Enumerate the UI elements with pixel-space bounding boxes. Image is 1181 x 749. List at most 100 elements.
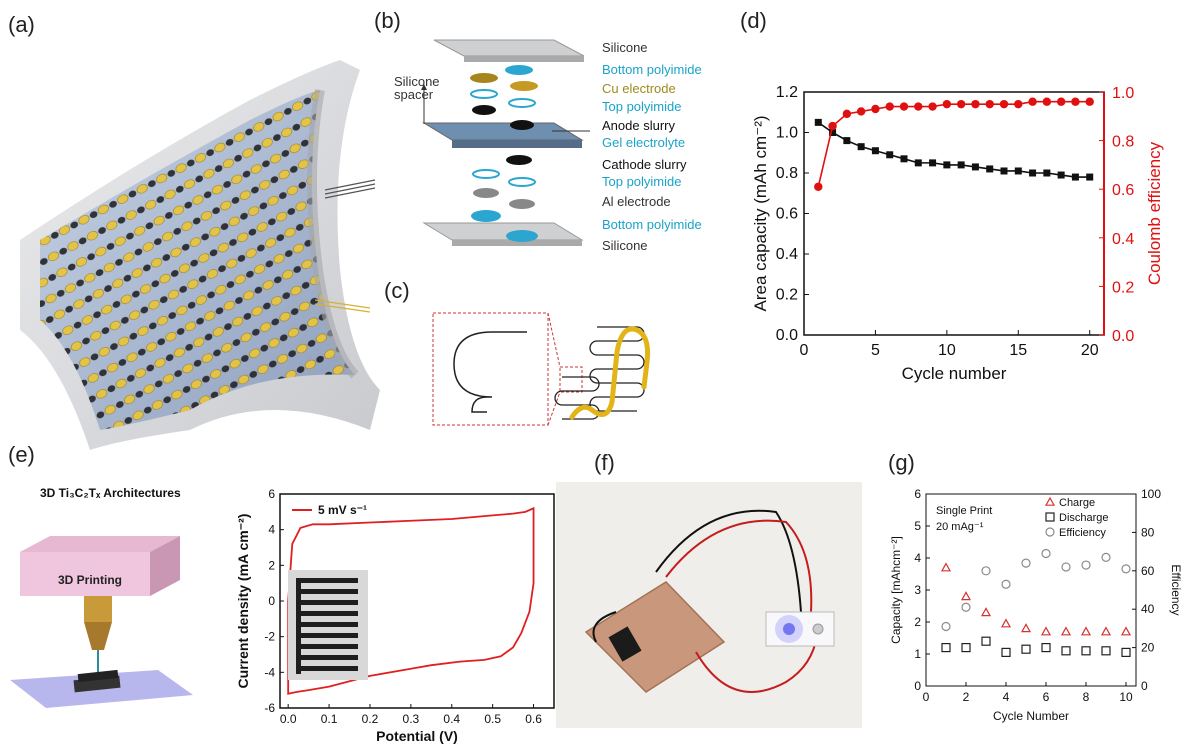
d-point-0-12 [986,165,994,173]
g-annotation-line2: 20 mAg⁻¹ [936,521,984,533]
g-y-tick-label: 3 [914,583,921,597]
d-point-1-7 [914,102,923,111]
panel-label-f: (f) [594,450,615,475]
e-y-tick-label: 6 [268,487,275,501]
g-point-1-8 [1101,646,1111,656]
g-y-tick-label: 5 [914,519,921,533]
g-x-tick-label: 6 [1043,690,1050,704]
e-inset-finger [296,644,358,649]
g-point-0-1 [960,591,972,601]
g-point-0-2 [980,607,992,617]
d-y-tick-label: 0.2 [776,287,798,304]
d-y-tick-label: 1.0 [776,125,798,142]
d-point-0-9 [943,161,951,169]
d-y2-tick-label: 1.0 [1112,85,1134,102]
g-legend-marker-2 [1045,527,1055,537]
d-point-1-17 [1056,97,1066,106]
g-y-tick-label: 6 [914,487,921,501]
d-y2-axis-label: Coulomb efficiency [1145,141,1164,285]
e-x-axis-label: Potential (V) [376,728,458,744]
e-y-axis-label: Current density (mA cm⁻²) [235,514,251,689]
g-point-0-8 [1100,626,1112,636]
stack-label-cathode-slurry: Cathode slurry [602,157,687,172]
d-point-0-16 [1043,169,1051,177]
stack-label-top-polyimide: Top polyimide [602,99,682,114]
d-point-0-6 [900,155,908,163]
d-y-tick-label: 0.0 [776,327,798,344]
g-y-tick-label: 4 [914,551,921,565]
g-legend-label-2: Efficiency [1059,527,1106,539]
d-point-0-15 [1029,169,1037,177]
g-point-1-7 [1081,646,1091,656]
e-x-tick-label: 0.6 [525,712,542,726]
g-point-0-5 [1040,626,1052,636]
d-point-0-2 [843,137,851,145]
g-point-0-4 [1020,623,1032,633]
d-y2-tick-label: 0.4 [1112,231,1134,248]
g-y-tick-label: 2 [914,615,921,629]
d-point-1-1 [828,121,837,131]
g-y-tick-label: 1 [914,647,921,661]
stack-label-silicone-top: Silicone [602,40,648,55]
d-point-1-5 [885,102,894,111]
d-y2-tick-label: 0.8 [1112,134,1134,151]
d-plot-frame [803,91,1105,336]
d-point-0-11 [971,163,979,171]
g-y2-tick-label: 0 [1141,679,1148,693]
stack-label-al-electrode: Al electrode [602,194,671,209]
d-point-0-4 [871,147,879,155]
e-y-tick-label: -2 [264,630,275,644]
device-photo-drawing [556,482,862,728]
d-point-0-0 [814,118,822,126]
e-x-tick-label: 0.2 [362,712,379,726]
g-x-tick-label: 2 [963,690,970,704]
g-point-1-4 [1021,644,1031,654]
spacer-label: Silicone spacer [394,75,440,101]
g-point-1-3 [1001,647,1011,657]
chart-e: 0.0 0.1 0.2 0.3 0.4 0.5 0.6 -6 -4 -2 0 2 4 6 Potential… [235,487,555,744]
g-point-0-9 [1120,626,1132,636]
g-point-2-1 [961,602,971,612]
g-y-tick-label: 0 [914,679,921,693]
spacer-label-line2: spacer [394,87,434,102]
g-point-1-0 [941,643,951,653]
e-inset-bus [296,578,301,674]
e-y-tick-label: -6 [264,701,275,715]
d-point-1-3 [856,107,866,116]
stack-label-bottom-polyimide: Bottom polyimide [602,62,702,77]
g-x-tick-label: 0 [923,690,930,704]
chart-d: 0 5 10 15 20 0.0 0.2 0.4 0.6 0.8 1.0 1.2 0.0 0.2 0.4 0.… [751,84,1164,383]
g-legend-label-0: Charge [1059,497,1095,509]
e-inset-photo [288,570,368,680]
e-x-tick-label: 0.4 [443,712,460,726]
e-inset-finger [296,611,358,616]
g-point-2-0 [941,621,951,632]
panel-label-g: (g) [888,450,915,475]
d-point-1-16 [1042,97,1052,106]
g-point-0-7 [1080,626,1092,636]
serpentine-interconnect-diagram [432,312,650,426]
d-point-1-4 [871,104,880,114]
d-point-0-5 [886,151,894,159]
g-y2-tick-label: 80 [1141,525,1155,539]
d-y2-tick-label: 0.6 [1112,182,1134,199]
e-inset-finger [296,633,358,638]
d-point-1-18 [1071,97,1080,106]
d-point-0-17 [1057,171,1065,179]
d-point-0-3 [857,143,865,151]
d-point-1-0 [814,182,823,191]
g-point-2-3 [1001,579,1011,589]
g-x-axis-label: Cycle Number [993,709,1069,723]
d-point-1-19 [1085,97,1094,106]
d-x-tick-label: 20 [1081,342,1099,359]
g-point-0-3 [1000,618,1012,628]
stack-label-gel-electrolyte: Gel electrolyte [602,135,686,150]
e-inset-finger [296,666,358,671]
d-x-tick-label: 5 [871,342,880,359]
g-point-2-7 [1081,560,1091,570]
d-point-0-13 [1000,167,1008,175]
g-y2-axis-label: Efficiency [1169,564,1181,615]
d-point-1-10 [956,99,966,109]
g-point-2-6 [1061,562,1071,572]
g-point-2-4 [1021,558,1031,568]
